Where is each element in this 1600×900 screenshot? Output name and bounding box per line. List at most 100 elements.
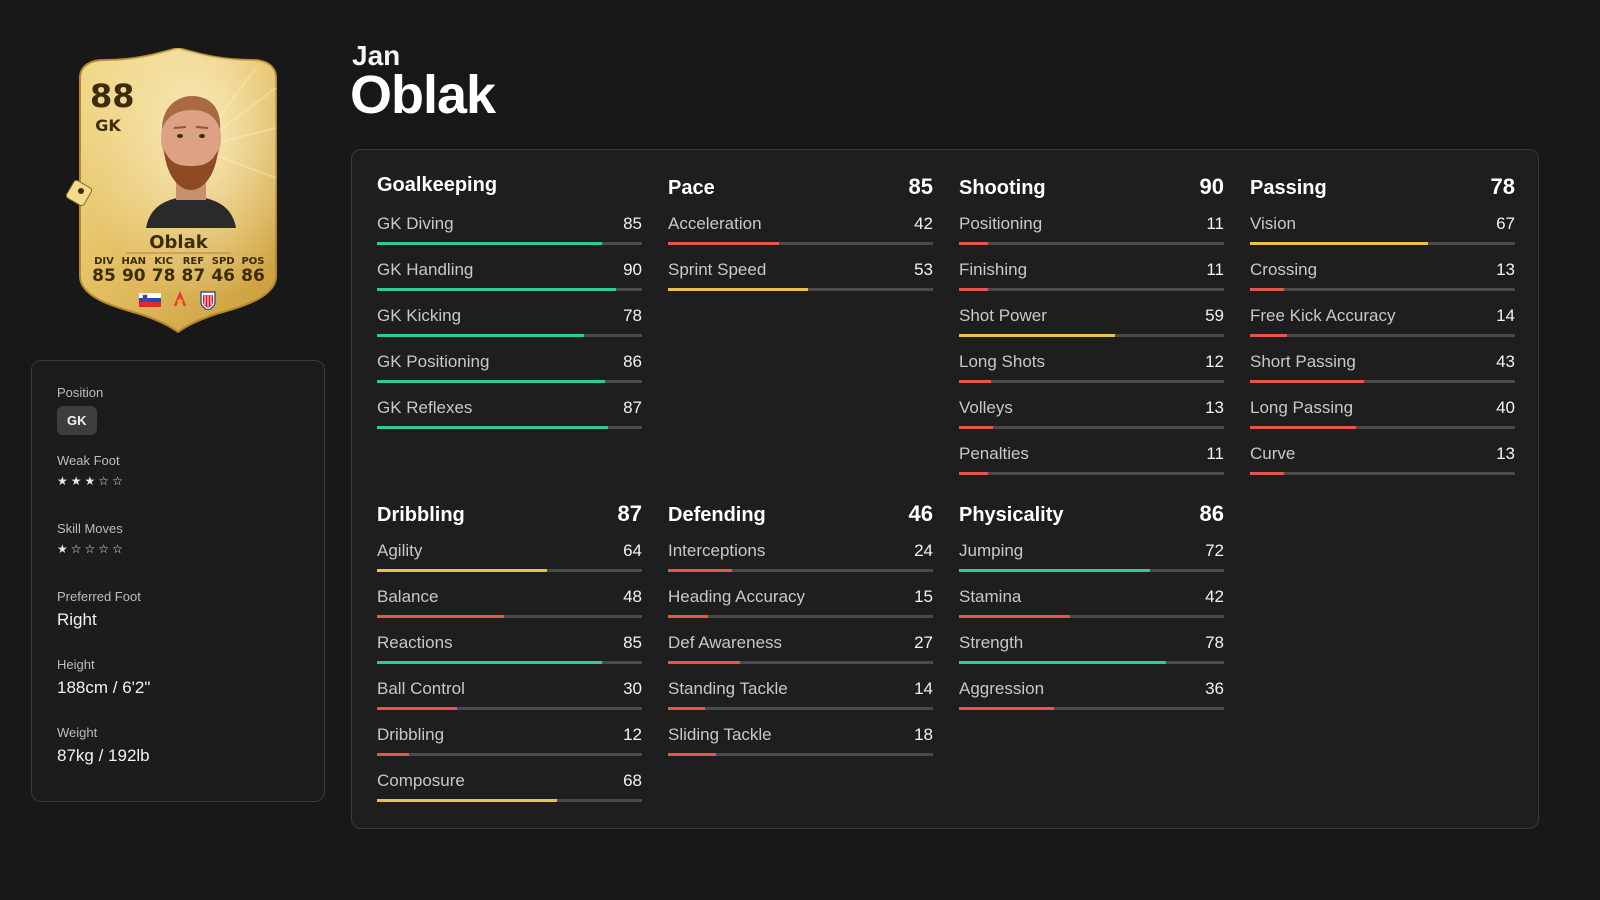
star-filled-icon: ★ xyxy=(84,474,96,488)
stats-panel: Goalkeeping GK Diving 85 GK Handling 90 GK Ki… xyxy=(351,149,1539,829)
stat-bar-track xyxy=(959,334,1224,337)
stat-bar-fill xyxy=(668,242,780,245)
stat-bar-track xyxy=(959,661,1224,664)
stat-group-shooting: Shooting 90 Positioning 11 Finishing 11 Shot P… xyxy=(959,174,1224,490)
stat-bar-track xyxy=(1250,288,1515,291)
group-title: Dribbling xyxy=(377,504,465,526)
stat-row: GK Positioning 86 xyxy=(377,352,642,398)
stat-bar-fill xyxy=(377,799,558,802)
skill-moves-field: Skill Moves ★ ☆ ☆ ☆ ☆ xyxy=(57,521,123,556)
preferred-foot-value: Right xyxy=(57,610,97,629)
stat-bar-fill xyxy=(377,426,608,429)
stat-name: Free Kick Accuracy xyxy=(1250,306,1396,325)
stat-bar-fill xyxy=(959,426,994,429)
stat-bar-track xyxy=(959,615,1224,618)
stat-value: 30 xyxy=(623,679,642,698)
stat-name: Shot Power xyxy=(959,306,1047,325)
stat-name: Def Awareness xyxy=(668,633,783,652)
stat-value: 90 xyxy=(623,260,642,279)
stat-name: Agility xyxy=(377,541,423,560)
stat-row: Long Shots 12 xyxy=(959,352,1224,398)
stat-row: Reactions 85 xyxy=(377,633,642,679)
stat-row: Positioning 11 xyxy=(959,214,1224,260)
stat-row: Shot Power 59 xyxy=(959,306,1224,352)
height-field: Height 188cm / 6'2" xyxy=(57,657,150,698)
card-stat: SPD 46 xyxy=(211,256,236,286)
stat-row: GK Diving 85 xyxy=(377,214,642,260)
nation-flag-icon xyxy=(139,293,161,307)
stat-row: Short Passing 43 xyxy=(1250,352,1515,398)
stat-group-passing: Passing 78 Vision 67 Crossing 13 Free Kick Acc… xyxy=(1250,174,1515,490)
stat-bar-track xyxy=(1250,472,1515,475)
stat-value: 11 xyxy=(1206,260,1224,279)
card-stat: REF 87 xyxy=(181,256,206,286)
stat-row: Composure 68 xyxy=(377,771,642,817)
stat-bar-track xyxy=(959,380,1224,383)
height-value: 188cm / 6'2" xyxy=(57,678,151,697)
stat-bar-fill xyxy=(1250,426,1356,429)
stat-bar-track xyxy=(1250,242,1515,245)
stat-group-goalkeeping: Goalkeeping GK Diving 85 GK Handling 90 GK Ki… xyxy=(377,174,642,444)
group-title: Defending xyxy=(668,504,766,526)
player-last-name: Oblak xyxy=(350,65,496,125)
stat-bar-fill xyxy=(377,288,616,291)
stat-row: Jumping 72 xyxy=(959,541,1224,587)
stat-row: Standing Tackle 14 xyxy=(668,679,933,725)
stat-name: Volleys xyxy=(959,398,1013,417)
stat-bar-fill xyxy=(668,569,732,572)
stat-bar-fill xyxy=(377,753,409,756)
stat-row: GK Handling 90 xyxy=(377,260,642,306)
stat-bar-fill xyxy=(377,615,505,618)
group-rating: 86 xyxy=(1199,501,1224,526)
stat-bar-fill xyxy=(959,472,989,475)
stat-bar-track xyxy=(668,615,933,618)
weight-value: 87kg / 192lb xyxy=(57,746,150,765)
stat-value: 27 xyxy=(914,633,933,652)
stat-bar-fill xyxy=(959,334,1116,337)
stat-bar-fill xyxy=(1250,334,1288,337)
stat-bar-fill xyxy=(959,242,989,245)
stat-bar-track xyxy=(377,426,642,429)
stat-row: Def Awareness 27 xyxy=(668,633,933,679)
stat-name: Acceleration xyxy=(668,214,762,233)
stat-value: 12 xyxy=(623,725,642,744)
star-empty-icon: ☆ xyxy=(98,542,110,556)
stat-bar-track xyxy=(668,569,933,572)
stat-value: 53 xyxy=(914,260,933,279)
stat-name: Heading Accuracy xyxy=(668,587,806,606)
group-rating: 46 xyxy=(908,501,933,526)
stat-row: Acceleration 42 xyxy=(668,214,933,260)
stat-value: 15 xyxy=(914,587,933,606)
stat-bar-fill xyxy=(377,661,603,664)
weak-foot-label: Weak Foot xyxy=(57,453,120,468)
position-badge: GK xyxy=(57,406,97,435)
stat-name: Penalties xyxy=(959,444,1029,463)
card-stat: HAN 90 xyxy=(121,256,147,286)
stat-name: Short Passing xyxy=(1250,352,1356,371)
stat-bar-track xyxy=(377,242,642,245)
stat-name: GK Handling xyxy=(377,260,474,279)
stat-value: 14 xyxy=(914,679,933,698)
stat-row: Dribbling 12 xyxy=(377,725,642,771)
stat-name: Ball Control xyxy=(377,679,465,698)
stat-name: Stamina xyxy=(959,587,1022,606)
weak-foot-field: Weak Foot ★ ★ ★ ☆ ☆ xyxy=(57,453,123,488)
stat-bar-fill xyxy=(668,661,740,664)
star-empty-icon: ☆ xyxy=(84,542,96,556)
stat-value: 11 xyxy=(1206,214,1224,233)
player-first-name: Jan xyxy=(352,40,401,71)
player-card: 88 GK Oblak DIV 85 HAN 90 KIC 78 REF 87 SPD 4… xyxy=(65,48,281,333)
stat-group-defending: Defending 46 Interceptions 24 Heading Accura… xyxy=(668,501,933,771)
skill-moves-label: Skill Moves xyxy=(57,521,123,536)
chemistry-icon xyxy=(65,179,93,211)
stat-name: Sprint Speed xyxy=(668,260,767,279)
star-filled-icon: ★ xyxy=(57,542,68,556)
stat-row: Aggression 36 xyxy=(959,679,1224,725)
stat-bar-fill xyxy=(1250,288,1285,291)
stat-row: Stamina 42 xyxy=(959,587,1224,633)
stat-name: Interceptions xyxy=(668,541,766,560)
height-label: Height xyxy=(57,657,95,672)
stat-bar-fill xyxy=(377,380,605,383)
group-rating: 85 xyxy=(908,174,933,199)
stat-bar-track xyxy=(1250,334,1515,337)
